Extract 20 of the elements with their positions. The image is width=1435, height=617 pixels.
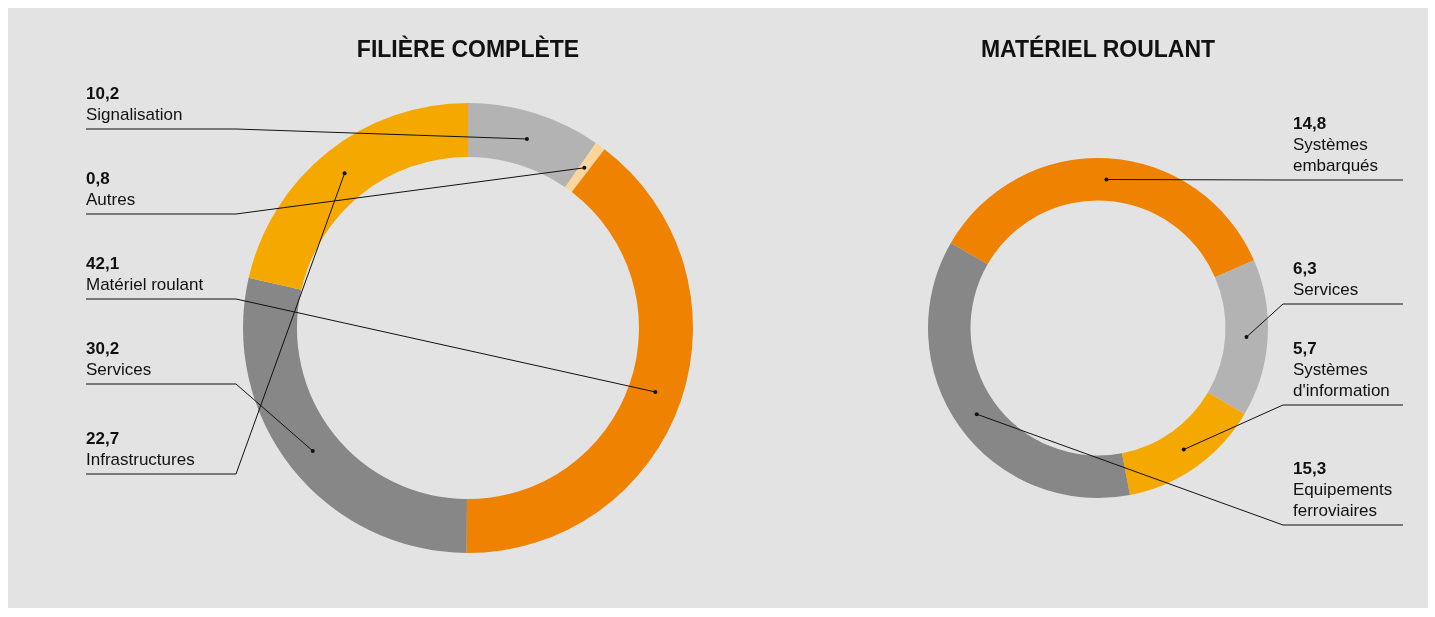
data-label: 0,8 — [86, 168, 111, 189]
slice-label: Systèmes d'information — [1293, 359, 1391, 401]
data-label: 6,3 — [1293, 258, 1318, 279]
slice-label: Services — [1293, 279, 1360, 300]
slice-label: Infrastructures — [86, 449, 196, 470]
data-label: 22,7 — [86, 428, 121, 449]
slice-label: Signalisation — [86, 104, 184, 125]
data-label: 42,1 — [86, 253, 121, 274]
slice-label: Services — [86, 359, 153, 380]
data-label: 30,2 — [86, 338, 121, 359]
slice-label: Matériel roulant — [86, 274, 205, 295]
slice-label: Systèmes embarqués — [1293, 134, 1380, 176]
slice-label: Autres — [86, 189, 137, 210]
data-label: 14,8 — [1293, 113, 1328, 134]
chart-title: FILIÈRE COMPLÈTE — [355, 36, 581, 63]
data-label: 5,7 — [1293, 338, 1318, 359]
data-label: 10,2 — [86, 83, 121, 104]
data-label: 15,3 — [1293, 458, 1328, 479]
slice-label: Equipements ferroviaires — [1293, 479, 1394, 521]
chart-title: MATÉRIEL ROULANT — [979, 36, 1217, 63]
